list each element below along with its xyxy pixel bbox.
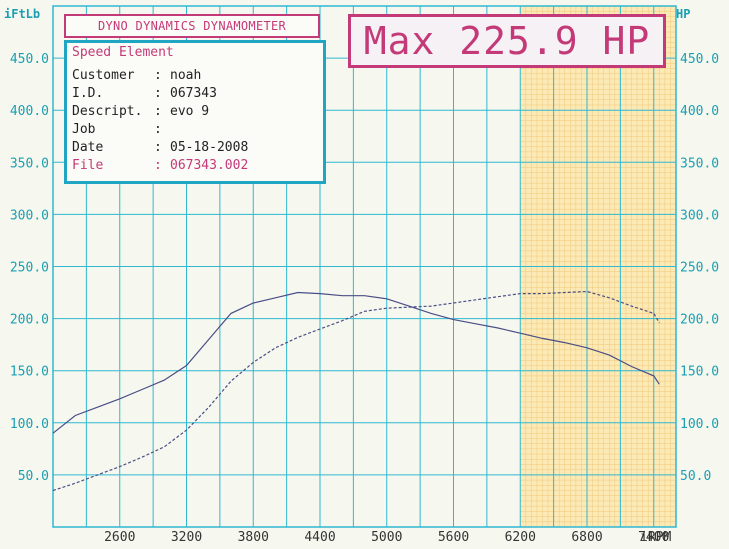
info-value: 067343: [170, 86, 217, 101]
y-tick-label-left: 400.0: [10, 104, 49, 119]
info-row-job: Job:: [72, 122, 170, 137]
info-label: Customer: [72, 68, 135, 83]
x-tick-label: 7400: [638, 530, 669, 545]
axes: 50.0 50.0 100.0 100.0 150.0 150.0 200.0 200.0 25…: [10, 52, 719, 545]
x-tick-label: 3800: [238, 530, 269, 545]
right-axis-label: HP: [676, 7, 690, 21]
x-tick-label: 6200: [505, 530, 536, 545]
info-label: Descript.: [72, 104, 143, 119]
info-value: evo 9: [170, 104, 210, 119]
info-label: I.D.: [72, 86, 104, 101]
info-value: 05-18-2008: [170, 140, 249, 155]
y-tick-label-left: 250.0: [10, 261, 49, 276]
y-tick-label-left: 150.0: [10, 365, 49, 380]
info-heading: Speed Element: [72, 45, 174, 60]
info-row-id: I.D.: 067343: [72, 86, 217, 101]
y-tick-label-left: 300.0: [10, 208, 49, 223]
plot-frame: [52, 5, 677, 528]
y-tick-label-left: 200.0: [10, 313, 49, 328]
left-axis-label: iFtLb: [4, 7, 40, 21]
info-row-customer: Customer: noah: [72, 68, 202, 83]
y-tick-label-right: 250.0: [680, 261, 719, 276]
x-tick-label: 5600: [438, 530, 469, 545]
info-row-file: File: 067343.002: [72, 158, 249, 173]
y-tick-label-right: 350.0: [680, 156, 719, 171]
series: [52, 290, 660, 492]
y-tick-label-left: 350.0: [10, 156, 49, 171]
max-hp-readout: Max 225.9 HP: [348, 14, 666, 68]
info-label: File: [72, 158, 104, 173]
y-tick-label-right: 150.0: [680, 365, 719, 380]
y-tick-label-right: 300.0: [680, 208, 719, 223]
x-tick-label: 3200: [171, 530, 202, 545]
info-value: 067343.002: [170, 158, 249, 173]
info-row-description: Descript.: evo 9: [72, 104, 210, 119]
y-tick-label-right: 100.0: [680, 417, 719, 432]
x-tick-label: 6800: [571, 530, 602, 545]
y-tick-label-left: 50.0: [18, 469, 49, 484]
info-label: Job: [72, 122, 96, 137]
y-tick-label-right: 450.0: [680, 52, 719, 67]
series-line-power: [52, 290, 660, 492]
run-info-panel: Speed Element Customer: noah I.D.: 06734…: [64, 40, 326, 184]
x-axis-label: iRPM: [640, 530, 671, 545]
info-row-date: Date: 05-18-2008: [72, 140, 249, 155]
info-label: Date: [72, 140, 104, 155]
y-tick-label-left: 100.0: [10, 417, 49, 432]
x-tick-label: 5000: [371, 530, 402, 545]
info-value: noah: [170, 68, 202, 83]
series-line-torque: [52, 291, 660, 434]
y-tick-label-right: 200.0: [680, 313, 719, 328]
y-tick-label-right: 400.0: [680, 104, 719, 119]
y-tick-label-left: 450.0: [10, 52, 49, 67]
x-tick-label: 4400: [304, 530, 335, 545]
x-tick-label: 2600: [104, 530, 135, 545]
y-tick-label-right: 50.0: [680, 469, 711, 484]
dyno-title: DYNO DYNAMICS DYNAMOMETER: [64, 14, 320, 38]
